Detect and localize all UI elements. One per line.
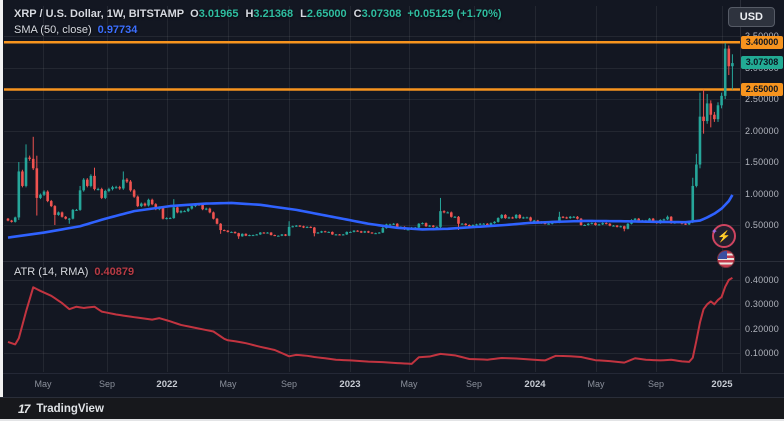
change-value: +0.05129 (+1.70%)	[407, 8, 502, 20]
symbol-legend[interactable]: XRP / U.S. Dollar, 1W, BITSTAMP O3.01965…	[14, 8, 502, 20]
sma-legend[interactable]: SMA (50, close) 0.97734	[14, 24, 137, 36]
chart-marker-flag-badge[interactable]	[717, 250, 735, 268]
price-tick: 2.00000	[745, 125, 779, 136]
left-edge-border	[0, 0, 3, 397]
atr-value: 0.40879	[94, 266, 135, 278]
chart-marker-lightning-badge[interactable]: ✦ ⚡	[711, 224, 736, 248]
price-tick: 0.50000	[745, 220, 779, 230]
symbol-title[interactable]: XRP / U.S. Dollar, 1W, BITSTAMP	[14, 8, 185, 20]
time-tick: Sep	[465, 379, 483, 389]
lightning-icon: ⚡	[717, 230, 731, 243]
atr-tick: 0.40000	[745, 275, 779, 285]
time-tick: May	[34, 379, 52, 389]
atr-tick: 0.10000	[745, 347, 779, 358]
time-tick: Sep	[280, 379, 298, 389]
sparkle-icon: ✦	[711, 227, 718, 236]
time-tick: 2023	[339, 379, 361, 390]
time-tick: May	[219, 379, 237, 389]
ohlc-readout: O3.01965 H3.21368 L2.65000 C3.07308	[190, 8, 401, 20]
sma-value: 0.97734	[97, 24, 138, 36]
attribution-bar: 17 TradingView	[0, 397, 784, 419]
time-tick: 2025	[711, 379, 733, 390]
price-axis[interactable]: 3.500003.000002.500002.000001.500001.000…	[740, 0, 784, 396]
currency-usd-button[interactable]: USD	[727, 7, 775, 27]
level-price-label[interactable]: 3.40000	[741, 35, 783, 49]
tradingview-brand-text[interactable]: TradingView	[36, 402, 104, 415]
open-value: O3.01965	[190, 8, 239, 20]
price-tick: 1.00000	[745, 188, 779, 199]
high-value: H3.21368	[245, 8, 294, 20]
atr-tick: 0.20000	[745, 323, 779, 334]
tradingview-logo[interactable]: 17	[18, 401, 30, 416]
price-tick: 2.50000	[745, 94, 779, 104]
price-tick: 1.50000	[745, 157, 779, 167]
time-tick: Sep	[98, 379, 116, 389]
bottom-edge-border	[0, 419, 784, 421]
sma-label[interactable]: SMA (50, close)	[14, 24, 92, 36]
time-tick: May	[400, 379, 418, 389]
atr-label[interactable]: ATR (14, RMA)	[14, 266, 89, 278]
flag-canton	[718, 251, 727, 259]
last-price-label[interactable]: 3.07308	[741, 56, 783, 70]
atr-legend[interactable]: ATR (14, RMA) 0.40879	[14, 266, 134, 278]
atr-tick: 0.30000	[745, 299, 779, 310]
time-tick: May	[587, 379, 605, 389]
time-tick: 2022	[156, 379, 178, 390]
low-value: L2.65000	[300, 8, 347, 20]
level-price-label[interactable]: 2.65000	[741, 83, 783, 97]
time-axis[interactable]: May Sep 2022 May Sep 2023 May Sep 2024 May Sep 2025	[0, 373, 740, 396]
time-tick: 2024	[524, 379, 546, 390]
time-tick: Sep	[647, 379, 665, 389]
close-value: C3.07308	[353, 8, 402, 20]
